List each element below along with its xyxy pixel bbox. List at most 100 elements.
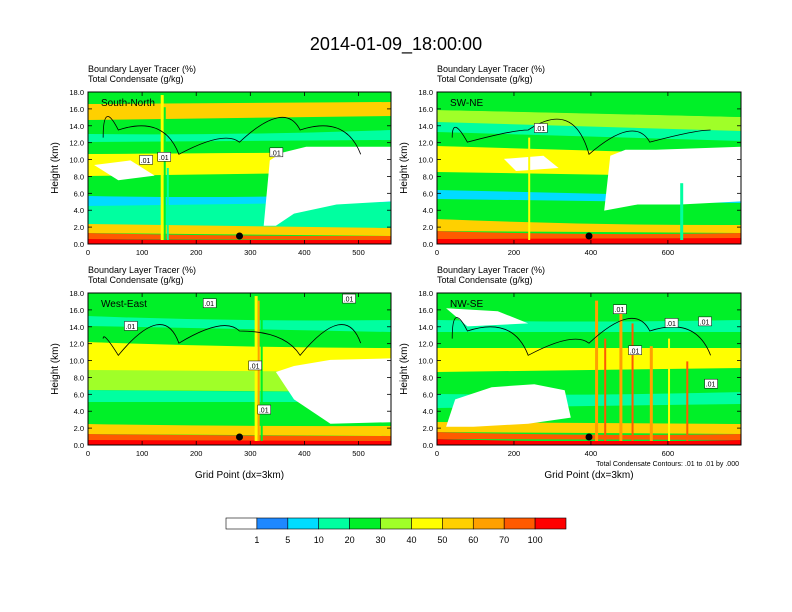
colorbar-level-label: 30 — [376, 535, 386, 545]
y-tick-label: 0.0 — [74, 240, 84, 249]
colorbar-segment — [472, 517, 505, 530]
plot-frame — [87, 91, 392, 245]
panel-label: South-North — [101, 98, 155, 109]
contour-label: .01 — [700, 319, 710, 326]
clear-region — [503, 155, 559, 171]
contour-label-box — [664, 318, 679, 328]
colorbar-level-label: 50 — [437, 535, 447, 545]
y-tick-label: 12.0 — [418, 139, 433, 148]
contour-label: .01 — [259, 408, 269, 415]
y-tick-label: 14.0 — [69, 122, 84, 131]
y-tick-label: 4.0 — [423, 407, 433, 416]
y-tick-label: 2.0 — [74, 223, 84, 232]
y-tick-label: 16.0 — [69, 105, 84, 114]
contour-label-box — [202, 298, 217, 308]
clear-region — [263, 146, 391, 226]
convective-streak — [595, 300, 599, 445]
y-axis-label: Height (km) — [50, 142, 61, 194]
y-tick-label: 10.0 — [69, 156, 84, 165]
condensate-band — [88, 316, 391, 332]
condensate-band — [88, 92, 391, 104]
contour-label: .01 — [535, 126, 545, 133]
condensate-contour — [451, 317, 711, 356]
colorbar-level-label: 100 — [528, 535, 543, 545]
y-tick-label: 4.0 — [423, 206, 433, 215]
colorbar-segment — [442, 517, 474, 530]
y-tick-label: 2.0 — [74, 424, 84, 433]
panel-title-line1: Boundary Layer Tracer (%) — [437, 64, 545, 74]
y-tick-label: 14.0 — [418, 122, 433, 131]
x-tick-label: 0 — [435, 449, 439, 458]
contour-label: .01 — [141, 158, 151, 165]
panel-label: West-East — [101, 299, 147, 310]
panel-1: .01 .01 .01 0.0 2.0 4.0 6.0 8.0 10.0 12.0 14.0 16.0… — [50, 64, 392, 257]
colorbar: 1 5 10 20 30 40 50 60 70 100 — [225, 517, 567, 545]
convective-streak — [631, 323, 634, 445]
convective-streak — [680, 183, 684, 244]
x-tick-label: 600 — [662, 248, 675, 257]
y-tick-label: 18.0 — [69, 289, 84, 298]
plot-area: .01 .01 .01 .01 .01 — [437, 293, 741, 445]
x-tick-label: 400 — [298, 248, 311, 257]
colorbar-segment — [411, 517, 443, 530]
convective-streak — [686, 361, 689, 445]
y-tick-label: 18.0 — [69, 88, 84, 97]
convective-streak — [604, 338, 607, 445]
contour-label-box — [269, 147, 284, 158]
y-axis-label: Height (km) — [399, 343, 410, 395]
condensate-band — [437, 199, 741, 225]
location-marker — [236, 433, 243, 441]
contour-label-box — [248, 360, 262, 371]
panel-3: .01 .01 .01 .01 .01 0.0 2.0 4.0 6.0 8.0 10.0 12.0 14… — [50, 265, 392, 481]
colorbar-level-label: 60 — [468, 535, 478, 545]
contour-label: .01 — [159, 155, 169, 162]
contour-label: .01 — [271, 150, 281, 157]
contour-label: .01 — [666, 321, 676, 328]
y-tick-label: 16.0 — [418, 105, 433, 114]
y-tick-label: 14.0 — [418, 323, 433, 332]
panels: .01 .01 .01 0.0 2.0 4.0 6.0 8.0 10.0 12.0 14.0 16.0… — [50, 64, 742, 481]
location-marker — [585, 232, 593, 240]
y-tick-label: 0.0 — [423, 441, 433, 450]
panel-title-line1: Boundary Layer Tracer (%) — [437, 265, 545, 275]
y-tick-label: 12.0 — [418, 340, 433, 349]
contour-label-box — [157, 152, 171, 162]
colorbar-level-label: 10 — [314, 535, 324, 545]
surface-layer — [437, 240, 741, 244]
panel-title-line2: Total Condensate (g/kg) — [437, 275, 533, 285]
contour-label: .01 — [344, 297, 354, 304]
condensate-band — [437, 132, 741, 155]
x-tick-label: 400 — [585, 449, 598, 458]
condensate-contour — [102, 116, 362, 155]
y-tick-label: 10.0 — [69, 357, 84, 366]
y-tick-label: 4.0 — [74, 407, 84, 416]
panel-label: NW-SE — [450, 299, 483, 310]
contour-label-box — [257, 404, 271, 415]
clear-region — [275, 358, 391, 424]
y-tick-label: 10.0 — [418, 357, 433, 366]
condensate-band — [437, 421, 741, 434]
contour-label-box — [704, 378, 718, 389]
y-tick-label: 12.0 — [69, 340, 84, 349]
convective-streak — [528, 137, 531, 244]
y-tick-label: 12.0 — [69, 139, 84, 148]
y-axis-label: Height (km) — [399, 142, 410, 194]
panel-title-line1: Boundary Layer Tracer (%) — [88, 265, 196, 275]
contour-label: .01 — [250, 363, 260, 370]
panel-title-line2: Total Condensate (g/kg) — [88, 74, 184, 84]
x-tick-label: 100 — [136, 248, 149, 257]
contour-label-box — [124, 321, 138, 331]
condensate-band — [88, 325, 391, 348]
colorbar-segment — [318, 517, 350, 530]
upper-band — [437, 92, 741, 94]
convective-streak — [163, 107, 166, 244]
x-tick-label: 200 — [190, 449, 203, 458]
contour-label: .01 — [615, 307, 625, 314]
condensate-contour — [102, 324, 362, 357]
clear-region — [94, 160, 155, 181]
y-tick-label: 8.0 — [74, 373, 84, 382]
panel-2: .01 0.0 2.0 4.0 6.0 8.0 10.0 12.0 14.0 16.0 18.0 0 2… — [399, 64, 742, 257]
plot-area: .01 .01 .01 .01 .01 — [88, 293, 391, 445]
panel-title-line1: Boundary Layer Tracer (%) — [88, 64, 196, 74]
contour-label: .01 — [630, 348, 640, 355]
